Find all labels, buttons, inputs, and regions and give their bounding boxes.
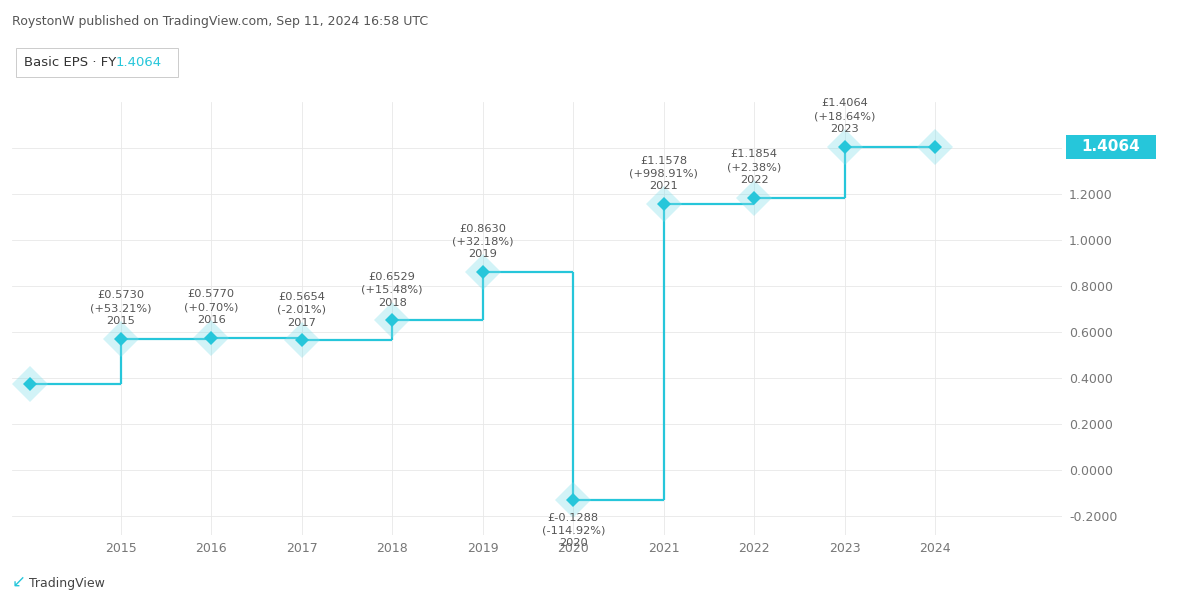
Text: 1.4064: 1.4064	[115, 56, 161, 69]
Text: £0.5770
(+0.70%)
2016: £0.5770 (+0.70%) 2016	[184, 289, 239, 325]
Text: RoystonW published on TradingView.com, Sep 11, 2024 16:58 UTC: RoystonW published on TradingView.com, S…	[12, 15, 428, 28]
Text: £0.5654
(-2.01%)
2017: £0.5654 (-2.01%) 2017	[277, 292, 326, 328]
Text: £0.8630
(+32.18%)
2019: £0.8630 (+32.18%) 2019	[452, 224, 514, 259]
Text: £1.1578
(+998.91%)
2021: £1.1578 (+998.91%) 2021	[629, 156, 698, 191]
Text: £1.4064
(+18.64%)
2023: £1.4064 (+18.64%) 2023	[814, 99, 876, 134]
Text: Basic EPS · FY: Basic EPS · FY	[24, 56, 125, 69]
Text: ↙: ↙	[12, 572, 26, 590]
Text: £0.5730
(+53.21%)
2015: £0.5730 (+53.21%) 2015	[90, 290, 151, 326]
Text: £-0.1288
(-114.92%)
2020: £-0.1288 (-114.92%) 2020	[541, 513, 605, 548]
Text: £0.6529
(+15.48%)
2018: £0.6529 (+15.48%) 2018	[361, 272, 422, 308]
Text: TradingView: TradingView	[29, 577, 104, 590]
Text: 1.4064: 1.4064	[1081, 139, 1140, 154]
Text: £1.1854
(+2.38%)
2022: £1.1854 (+2.38%) 2022	[727, 149, 781, 185]
